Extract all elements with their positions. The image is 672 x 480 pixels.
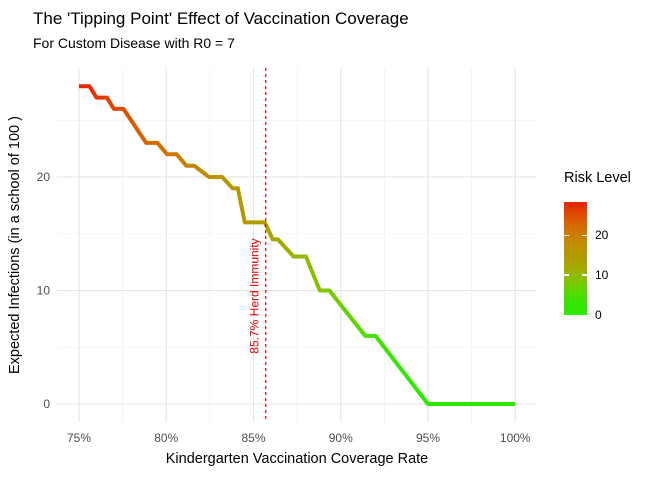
y-tick-label: 0	[43, 397, 50, 411]
x-tick-label: 100%	[500, 431, 531, 445]
legend-colorbar	[564, 202, 587, 315]
x-tick-label: 75%	[67, 431, 91, 445]
herd-immunity-annotation: 85.7% Herd Immunity	[248, 238, 262, 353]
y-tick-label: 20	[37, 170, 51, 184]
x-tick-label: 85%	[241, 431, 265, 445]
y-tick-label: 10	[37, 284, 51, 298]
y-axis-title: Expected Infections (in a school of 100 …	[7, 116, 23, 374]
legend-tick-label: 10	[595, 268, 609, 283]
legend-tick-mark	[564, 234, 569, 237]
gridlines-minor	[57, 68, 537, 422]
x-tick-label: 80%	[154, 431, 178, 445]
y-tick-labels: 0 10 20	[37, 170, 51, 411]
x-tick-label: 90%	[329, 431, 353, 445]
legend-tick-mark	[582, 234, 587, 237]
infection-curve	[79, 84, 516, 406]
chart-title: The 'Tipping Point' Effect of Vaccinatio…	[33, 9, 409, 28]
legend-tick-label: 20	[595, 228, 609, 243]
legend-title: Risk Level	[564, 170, 631, 186]
x-tick-labels: 75% 80% 85% 90% 95% 100%	[67, 431, 531, 445]
legend-tick-mark	[582, 274, 587, 276]
legend-tick-label: 0	[595, 308, 602, 322]
chart-subtitle: For Custom Disease with R0 = 7	[33, 35, 235, 51]
legend-tick-mark	[564, 274, 569, 276]
x-axis-title: Kindergarten Vaccination Coverage Rate	[165, 451, 429, 467]
x-tick-label: 95%	[416, 431, 440, 445]
